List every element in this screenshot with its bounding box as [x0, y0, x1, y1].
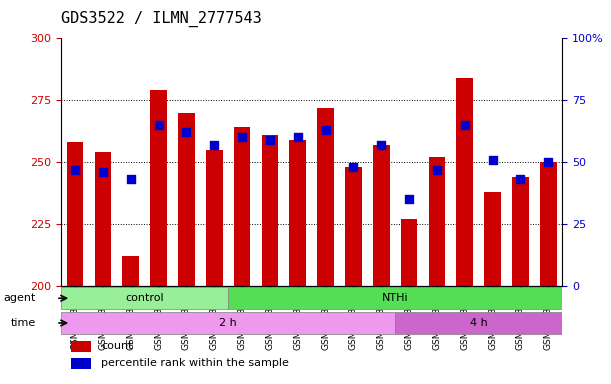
Point: [348, 164, 358, 170]
Point: [516, 176, 525, 182]
Point: [293, 134, 302, 141]
Text: control: control: [125, 293, 164, 303]
Text: percentile rank within the sample: percentile rank within the sample: [101, 358, 289, 368]
Bar: [262, 135, 278, 286]
Bar: [95, 152, 111, 286]
Bar: [71, 341, 91, 352]
Point: [376, 142, 386, 148]
Point: [98, 169, 108, 175]
Bar: [178, 113, 195, 286]
Bar: [512, 177, 529, 286]
Point: [181, 129, 191, 136]
Point: [543, 159, 553, 165]
Bar: [456, 78, 473, 286]
Text: GDS3522 / ILMN_2777543: GDS3522 / ILMN_2777543: [61, 11, 262, 27]
Bar: [428, 157, 445, 286]
FancyBboxPatch shape: [395, 312, 562, 334]
Point: [126, 176, 136, 182]
Bar: [317, 108, 334, 286]
Point: [404, 196, 414, 202]
Bar: [484, 192, 501, 286]
Text: 2 h: 2 h: [219, 318, 237, 328]
Text: NTHi: NTHi: [382, 293, 408, 303]
Bar: [373, 145, 390, 286]
Bar: [122, 256, 139, 286]
Bar: [345, 167, 362, 286]
Bar: [67, 142, 83, 286]
Bar: [540, 162, 557, 286]
Point: [321, 127, 331, 133]
Bar: [233, 127, 251, 286]
Point: [432, 167, 442, 173]
Text: agent: agent: [4, 293, 36, 303]
Point: [488, 157, 497, 163]
Point: [153, 122, 163, 128]
Text: count: count: [101, 341, 133, 351]
Bar: [71, 358, 91, 369]
Point: [460, 122, 470, 128]
FancyBboxPatch shape: [61, 287, 228, 310]
Bar: [206, 150, 222, 286]
FancyBboxPatch shape: [228, 287, 562, 310]
Text: 4 h: 4 h: [470, 318, 488, 328]
Bar: [150, 90, 167, 286]
Bar: [401, 219, 417, 286]
Bar: [290, 140, 306, 286]
Point: [70, 167, 80, 173]
Text: time: time: [11, 318, 36, 328]
Point: [237, 134, 247, 141]
FancyBboxPatch shape: [61, 312, 395, 334]
Point: [265, 137, 275, 143]
Point: [210, 142, 219, 148]
